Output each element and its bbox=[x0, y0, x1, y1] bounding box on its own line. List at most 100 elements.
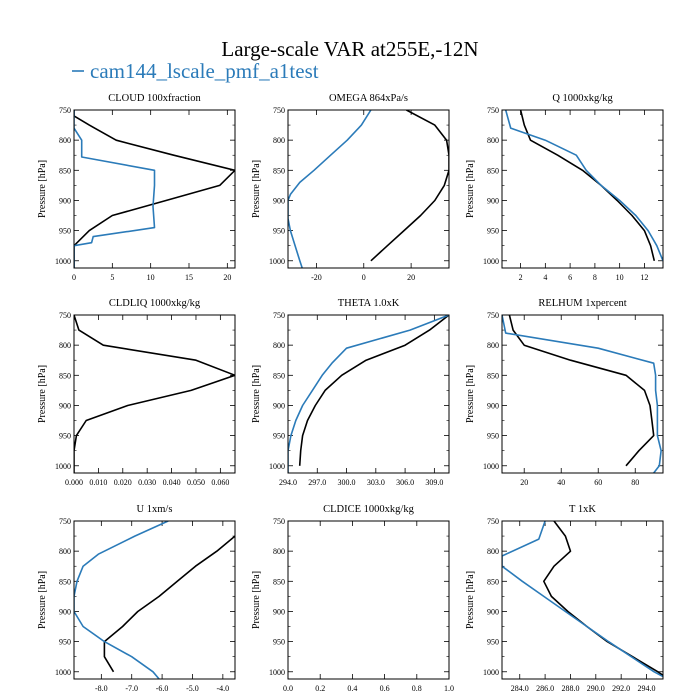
x-tick-label: 297.0 bbox=[308, 478, 326, 487]
y-tick-label: 950 bbox=[59, 432, 71, 441]
panel-title: U 1xm/s bbox=[137, 504, 173, 515]
series-line-blue bbox=[74, 110, 156, 268]
series-line-black bbox=[103, 535, 235, 673]
x-tick-label: 288.0 bbox=[561, 684, 579, 693]
y-tick-label: 900 bbox=[273, 607, 285, 616]
y-tick-label: 750 bbox=[273, 311, 285, 320]
series-line-blue bbox=[288, 110, 372, 268]
x-tick-label: 60 bbox=[594, 478, 602, 487]
x-tick-label: 290.0 bbox=[587, 684, 605, 693]
y-tick-label: 1000 bbox=[55, 462, 71, 471]
y-tick-label: 750 bbox=[273, 517, 285, 526]
x-tick-label: 12 bbox=[640, 273, 648, 282]
y-tick-label: 750 bbox=[59, 311, 71, 320]
x-tick-label: 294.0 bbox=[279, 478, 297, 487]
y-tick-label: 1000 bbox=[55, 257, 71, 266]
panel: THETA 1.0xK Pressure [hPa] 750 800 850 900 950… bbox=[251, 298, 450, 487]
plot-frame bbox=[73, 109, 236, 269]
series-line-blue bbox=[288, 315, 449, 473]
y-tick-label: 1000 bbox=[55, 668, 71, 677]
y-axis-label: Pressure [hPa] bbox=[37, 160, 48, 218]
series-line-blue bbox=[504, 110, 663, 262]
y-tick-label: 850 bbox=[487, 371, 499, 380]
y-tick-label: 850 bbox=[273, 577, 285, 586]
x-tick-label: 0.4 bbox=[347, 684, 357, 693]
panel-title: CLOUD 100xfraction bbox=[108, 93, 201, 104]
plot-frame bbox=[501, 314, 664, 474]
y-tick-label: 850 bbox=[273, 166, 285, 175]
y-tick-label: 850 bbox=[273, 371, 285, 380]
y-tick-label: 750 bbox=[487, 106, 499, 115]
x-tick-label: -20 bbox=[311, 273, 322, 282]
panel-title: Q 1000xkg/kg bbox=[552, 93, 613, 104]
panel-title: T 1xK bbox=[569, 504, 596, 515]
y-tick-label: 800 bbox=[487, 136, 499, 145]
panel: CLDLIQ 1000xkg/kg Pressure [hPa] 750 800 850… bbox=[37, 298, 236, 487]
y-tick-label: 750 bbox=[273, 106, 285, 115]
plot-frame bbox=[287, 109, 450, 269]
series-line-blue bbox=[502, 521, 663, 678]
figure-title: Large-scale VAR at255E,-12N bbox=[221, 37, 478, 61]
y-axis-label: Pressure [hPa] bbox=[37, 365, 48, 423]
panel: CLDICE 1000xkg/kg Pressure [hPa] 750 800 850… bbox=[251, 504, 454, 693]
y-tick-label: 750 bbox=[487, 311, 499, 320]
x-tick-label: 5 bbox=[110, 273, 114, 282]
y-tick-label: 950 bbox=[273, 432, 285, 441]
y-tick-label: 950 bbox=[273, 227, 285, 236]
panel: OMEGA 864xPa/s Pressure [hPa] 750 800 850 900… bbox=[251, 93, 450, 282]
y-tick-label: 950 bbox=[487, 432, 499, 441]
x-tick-label: 20 bbox=[407, 273, 415, 282]
y-tick-label: 900 bbox=[487, 607, 499, 616]
series-line-black bbox=[519, 110, 656, 261]
y-tick-label: 1000 bbox=[483, 462, 499, 471]
y-axis-label: Pressure [hPa] bbox=[465, 571, 476, 629]
y-tick-label: 800 bbox=[59, 341, 71, 350]
panel-title: OMEGA 864xPa/s bbox=[329, 93, 408, 104]
x-tick-label: 0 bbox=[362, 273, 366, 282]
panel: RELHUM 1xpercent Pressure [hPa] 750 800 850 9… bbox=[465, 298, 664, 487]
y-tick-label: 850 bbox=[487, 166, 499, 175]
y-tick-label: 1000 bbox=[483, 668, 499, 677]
y-tick-label: 900 bbox=[487, 401, 499, 410]
x-tick-label: 0.060 bbox=[211, 478, 229, 487]
y-tick-label: 850 bbox=[59, 577, 71, 586]
y-tick-label: 1000 bbox=[269, 462, 285, 471]
x-tick-label: 15 bbox=[185, 273, 193, 282]
series-line-black bbox=[74, 110, 235, 268]
x-tick-label: 20 bbox=[520, 478, 528, 487]
y-tick-label: 850 bbox=[59, 371, 71, 380]
y-tick-label: 800 bbox=[59, 136, 71, 145]
x-tick-label: -6.0 bbox=[156, 684, 169, 693]
plot-frame bbox=[501, 109, 664, 269]
y-tick-label: 850 bbox=[487, 577, 499, 586]
y-axis-label: Pressure [hPa] bbox=[251, 160, 262, 218]
x-tick-label: -4.0 bbox=[217, 684, 230, 693]
x-tick-label: 8 bbox=[593, 273, 597, 282]
x-tick-label: 0 bbox=[72, 273, 76, 282]
y-tick-label: 750 bbox=[59, 517, 71, 526]
panel: CLOUD 100xfraction Pressure [hPa] 750 800 85… bbox=[37, 93, 236, 282]
y-tick-label: 750 bbox=[59, 106, 71, 115]
series-line-black bbox=[542, 521, 663, 677]
y-tick-label: 800 bbox=[487, 341, 499, 350]
x-tick-label: 294.0 bbox=[638, 684, 656, 693]
plot-frame bbox=[501, 520, 664, 680]
y-axis-label: Pressure [hPa] bbox=[465, 365, 476, 423]
x-tick-label: 0.020 bbox=[114, 478, 132, 487]
x-tick-label: 286.0 bbox=[536, 684, 554, 693]
x-tick-label: 292.0 bbox=[612, 684, 630, 693]
plot-frame bbox=[287, 520, 450, 680]
x-tick-label: 6 bbox=[568, 273, 572, 282]
x-tick-label: 2 bbox=[519, 273, 523, 282]
x-tick-label: 0.000 bbox=[65, 478, 83, 487]
panel-title: CLDICE 1000xkg/kg bbox=[323, 504, 414, 515]
y-tick-label: 800 bbox=[273, 341, 285, 350]
y-axis-label: Pressure [hPa] bbox=[251, 365, 262, 423]
x-tick-label: 284.0 bbox=[511, 684, 529, 693]
x-tick-label: 10 bbox=[147, 273, 155, 282]
y-tick-label: 1000 bbox=[269, 668, 285, 677]
panel-title: RELHUM 1xpercent bbox=[538, 298, 626, 309]
y-tick-label: 800 bbox=[273, 136, 285, 145]
plot-frame bbox=[73, 520, 236, 680]
